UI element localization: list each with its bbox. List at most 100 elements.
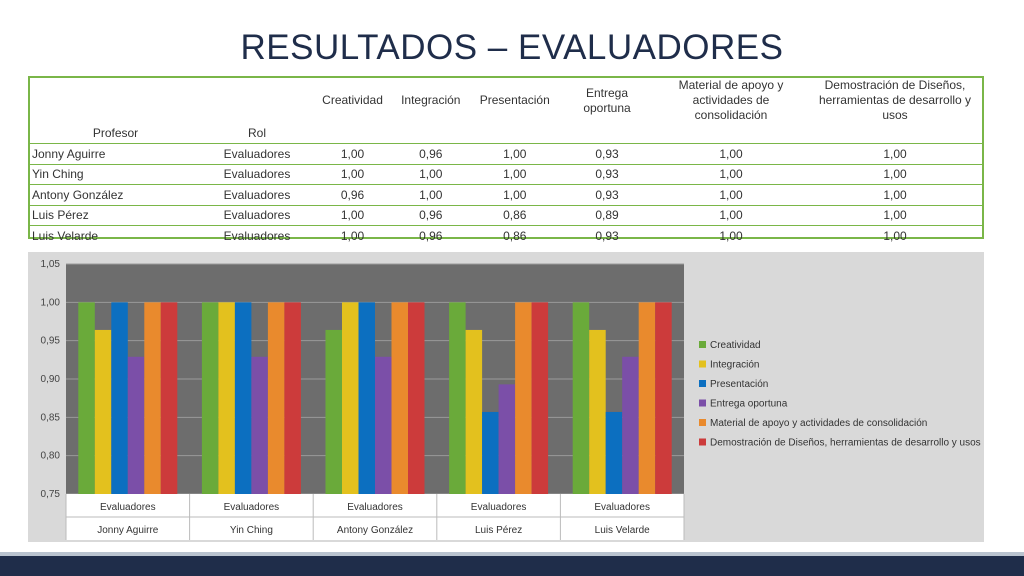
bar-3-3 [498,384,516,494]
cell-value: 1,00 [392,184,470,205]
bar-2-2 [358,302,375,494]
legend-swatch [699,419,706,426]
bar-4-2 [391,302,408,494]
legend-swatch [699,360,706,368]
bar-3-1 [251,356,268,494]
bar-5-2 [408,302,425,494]
legend-label: Presentación [710,379,768,390]
cell-value: 1,00 [313,143,393,164]
y-tick-label: 1,05 [41,259,61,270]
cell-rol: Evaluadores [201,184,313,205]
bar-4-1 [267,302,285,494]
cell-value: 1,00 [313,163,393,185]
y-tick-label: 0,85 [41,412,61,423]
table-row: Luis Velarde Evaluadores 1,00 0,96 0,86 0,93 1… [30,225,982,246]
table-row: Jonny Aguirre Evaluadores 1,00 0,96 1,00 0,93… [30,143,982,164]
bar-5-1 [284,302,301,494]
cell-value: 0,86 [469,204,560,226]
cell-value: 0,96 [392,204,470,226]
legend-label: Integración [710,360,759,371]
cell-profesor: Luis Pérez [30,204,201,226]
header-spacer [30,78,201,123]
bar-0-4 [572,302,590,494]
bar-0-1 [201,302,219,494]
cell-value: 1,00 [808,143,982,164]
cell-value: 0,96 [313,184,393,205]
cell-value: 1,00 [392,163,470,185]
x-category-label: Yin Ching [230,525,273,536]
header-profesor: Profesor [92,126,139,140]
bar-3-0 [127,356,145,494]
legend-swatch [699,380,706,387]
y-tick-label: 1,00 [41,297,61,308]
bar-1-0 [94,329,112,494]
legend-swatch [699,438,706,446]
cell-value: 1,00 [469,184,560,205]
y-tick-label: 0,75 [41,489,61,500]
cell-value: 0,93 [560,225,654,246]
cell-value: 0,93 [560,184,654,205]
x-category-label: Luis Velarde [595,525,650,536]
header-rol: Rol [247,126,266,140]
legend-label: Entrega oportuna [710,399,788,410]
footer-accent-bar [0,552,1024,556]
cell-value: 1,00 [654,184,808,205]
results-table: Creatividad Integración Presentación Ent… [28,76,984,246]
x-category-label: Antony González [337,525,413,536]
cell-value: 1,00 [808,163,982,185]
cell-value: 1,00 [808,204,982,226]
cell-rol: Evaluadores [201,225,313,246]
bar-0-3 [449,302,466,494]
y-tick-label: 0,90 [41,374,61,385]
bar-1-1 [218,302,235,494]
x-sublabel: Evaluadores [471,502,527,513]
bar-5-3 [531,302,549,494]
table-row: Antony González Evaluadores 0,96 1,00 1,00 0,… [30,184,982,205]
header-integracion: Integración [401,93,461,107]
y-tick-label: 0,80 [41,451,61,462]
bar-4-3 [515,302,532,494]
bar-1-4 [589,329,606,494]
cell-value: 0,89 [560,204,654,226]
cell-value: 1,00 [654,143,808,164]
bar-3-2 [375,356,392,494]
footer-bar [0,556,1024,576]
bar-5-4 [655,302,672,494]
slide-title: RESULTADOS – EVALUADORES [240,28,784,67]
header-material: Material de apoyo y actividades de conso… [678,78,784,122]
cell-profesor: Jonny Aguirre [30,143,201,164]
bar-2-1 [234,302,252,494]
cell-profesor: Antony González [30,184,201,205]
cell-value: 1,00 [654,225,808,246]
cell-profesor: Luis Velarde [30,225,201,246]
x-sublabel: Evaluadores [100,502,156,513]
x-category-label: Jonny Aguirre [97,525,159,536]
header-demostracion: Demostración de Diseños, herramientas de… [818,78,972,122]
cell-value: 1,00 [469,143,560,164]
legend-label: Demostración de Diseños, herramientas de… [710,438,981,449]
cell-value: 1,00 [313,204,393,226]
cell-value: 0,93 [560,163,654,185]
header-spacer [201,78,313,123]
table-row: Yin Ching Evaluadores 1,00 1,00 1,00 0,93 1,00… [30,163,982,185]
cell-value: 1,00 [654,163,808,185]
bar-4-4 [638,302,656,494]
cell-rol: Evaluadores [201,143,313,164]
bar-1-3 [465,329,483,494]
header-entrega: Entrega oportuna [583,85,631,115]
bar-5-0 [160,302,178,494]
results-chart: 0,75 0,80 0,85 0,90 0,95 1,00 1,05 Evaluadores J… [28,252,984,542]
y-tick-label: 0,95 [41,336,61,347]
bar-0-0 [78,302,95,494]
legend-label: Creatividad [710,340,761,351]
cell-rol: Evaluadores [201,204,313,226]
cell-value: 0,96 [392,225,470,246]
cell-value: 1,00 [654,204,808,226]
bar-3-4 [622,356,639,494]
cell-value: 1,00 [808,225,982,246]
bar-4-0 [144,302,161,494]
header-creatividad: Creatividad [322,93,383,107]
bar-2-4 [605,411,623,494]
cell-value: 0,86 [469,225,560,246]
table-row: Luis Pérez Evaluadores 1,00 0,96 0,86 0,89 1,0… [30,204,982,226]
